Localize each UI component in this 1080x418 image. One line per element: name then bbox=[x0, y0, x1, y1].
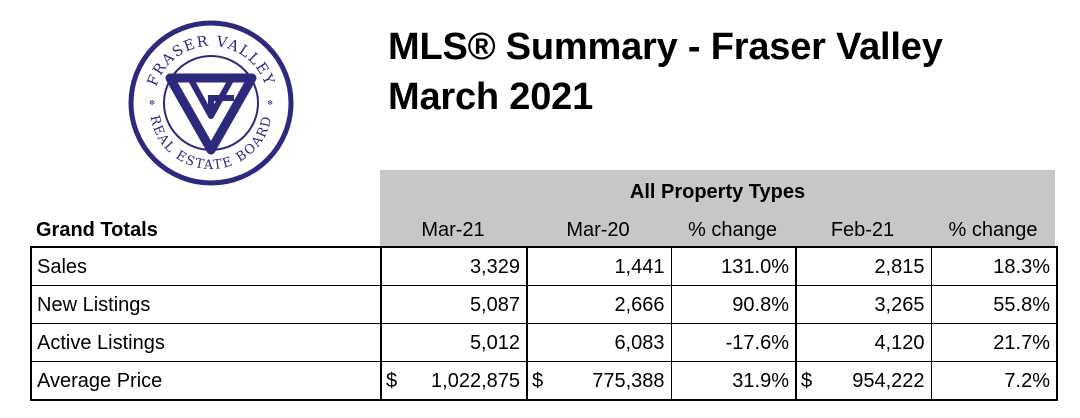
svg-text:✻: ✻ bbox=[149, 99, 155, 107]
value: 775,388 bbox=[592, 369, 665, 392]
cell-sales-mar20: 1,441 bbox=[526, 246, 672, 286]
table-row: Sales 3,329 1,441 131.0% 2,815 18.3% bbox=[30, 246, 1058, 286]
cell-sales-chg1: 131.0% bbox=[670, 246, 797, 286]
row-label-new-listings: New Listings bbox=[30, 285, 382, 324]
row-label-active-listings: Active Listings bbox=[30, 323, 382, 362]
page-title: MLS® Summary - Fraser Valley March 2021 bbox=[388, 22, 943, 122]
currency-symbol: $ bbox=[386, 369, 398, 392]
value: 954,222 bbox=[852, 369, 925, 392]
cell-price-chg1: 31.9% bbox=[670, 361, 797, 401]
cell-active-feb21: 4,120 bbox=[795, 323, 932, 362]
cell-price-mar21: $ 1,022,875 bbox=[380, 361, 528, 401]
table-row: Average Price $ 1,022,875 $ 775,388 31.9… bbox=[30, 361, 1058, 401]
col-head-mar21: Mar-21 bbox=[421, 219, 485, 241]
cell-price-chg2: 7.2% bbox=[930, 361, 1058, 401]
group-header: All Property Types bbox=[629, 181, 806, 203]
cell-new-feb21: 3,265 bbox=[795, 285, 932, 324]
table-header-band bbox=[380, 170, 1055, 246]
summary-table: Sales 3,329 1,441 131.0% 2,815 18.3% New… bbox=[30, 246, 1058, 401]
table-row: New Listings 5,087 2,666 90.8% 3,265 55.… bbox=[30, 285, 1058, 324]
cell-active-chg1: -17.6% bbox=[670, 323, 797, 362]
currency-symbol: $ bbox=[532, 369, 544, 392]
cell-active-chg2: 21.7% bbox=[930, 323, 1058, 362]
cell-sales-chg2: 18.3% bbox=[930, 246, 1058, 286]
cell-new-mar20: 2,666 bbox=[526, 285, 672, 324]
cell-active-mar21: 5,012 bbox=[380, 323, 528, 362]
cell-active-mar20: 6,083 bbox=[526, 323, 672, 362]
fvreb-logo: FRASER VALLEY REAL ESTATE BOARD ✻ ✻ bbox=[128, 20, 294, 186]
col-head-feb21: Feb-21 bbox=[830, 219, 895, 241]
value: 1,022,875 bbox=[431, 369, 520, 392]
row-label-average-price: Average Price bbox=[30, 361, 382, 401]
cell-new-chg2: 55.8% bbox=[930, 285, 1058, 324]
cell-sales-mar21: 3,329 bbox=[380, 246, 528, 286]
cell-price-mar20: $ 775,388 bbox=[526, 361, 672, 401]
table-row: Active Listings 5,012 6,083 -17.6% 4,120… bbox=[30, 323, 1058, 362]
col-head-mar20: Mar-20 bbox=[566, 219, 630, 241]
svg-text:✻: ✻ bbox=[267, 99, 273, 107]
row-header: Grand Totals bbox=[36, 219, 158, 241]
col-head-change-2: % change bbox=[948, 219, 1038, 241]
col-head-change-1: % change bbox=[688, 219, 777, 241]
cell-price-feb21: $ 954,222 bbox=[795, 361, 932, 401]
row-label-sales: Sales bbox=[30, 246, 382, 286]
currency-symbol: $ bbox=[801, 369, 813, 392]
cell-sales-feb21: 2,815 bbox=[795, 246, 932, 286]
title-line-2: March 2021 bbox=[388, 76, 594, 118]
cell-new-mar21: 5,087 bbox=[380, 285, 528, 324]
cell-new-chg1: 90.8% bbox=[670, 285, 797, 324]
title-line-1: MLS® Summary - Fraser Valley bbox=[388, 26, 943, 68]
